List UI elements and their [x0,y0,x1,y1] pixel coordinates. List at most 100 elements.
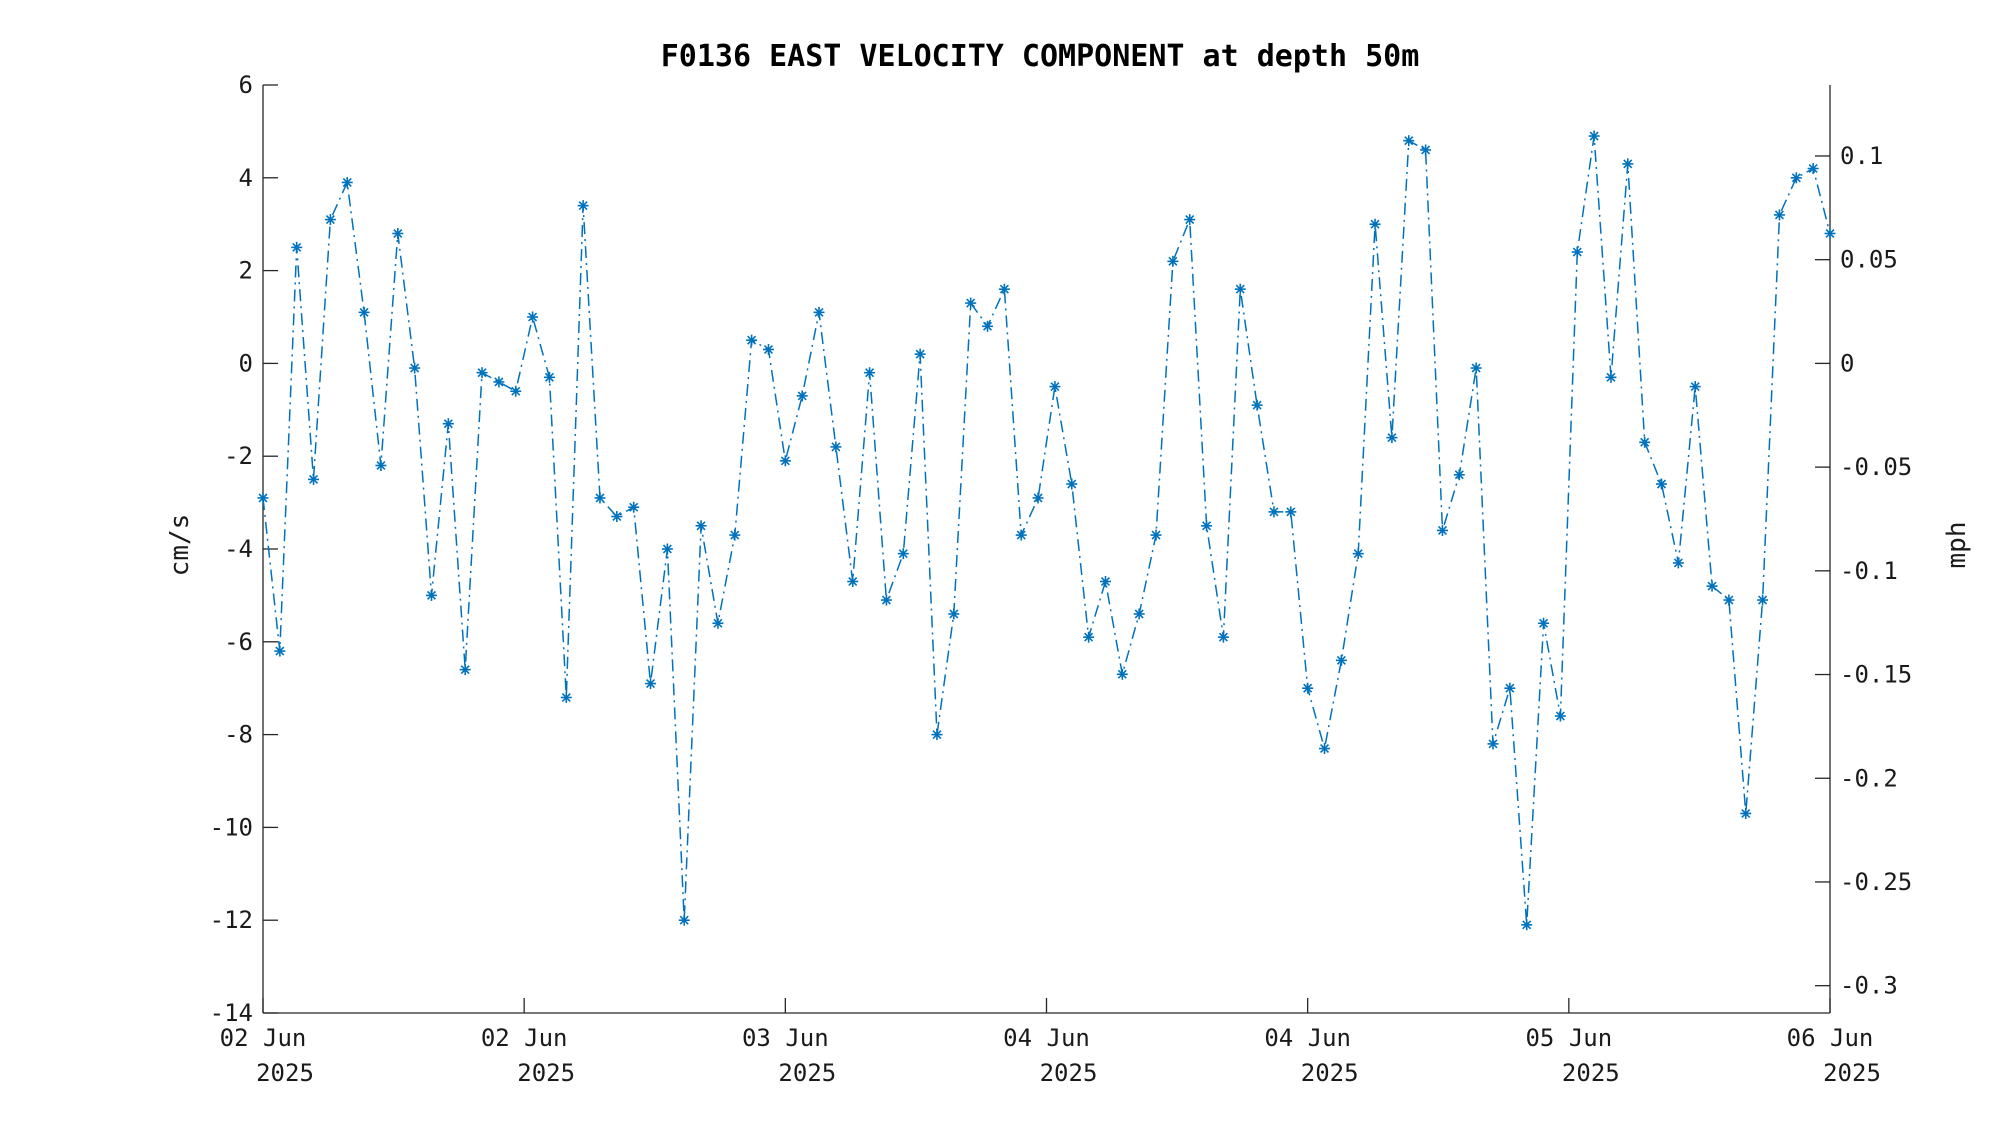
y2-tick-label: -0.2 [1840,764,1898,792]
data-point [998,283,1010,295]
data-point [897,548,909,560]
x-tick-year-label: 2025 [1823,1059,1881,1087]
data-point [1571,246,1583,258]
y2-tick-label: 0.1 [1840,142,1883,170]
y-tick-label: -6 [224,628,253,656]
x-tick-label: 04 Jun [1264,1024,1351,1052]
data-point [1487,738,1499,750]
y-tick-label: -10 [210,813,253,841]
data-point [324,214,336,226]
data-point [375,459,387,471]
x-ticks: 02 Jun 2025 02 Jun 2025 03 Jun 2025 04 Jun 2025… [220,998,1881,1087]
data-point [762,343,774,355]
data-point [1689,381,1701,393]
data-point [1504,682,1516,694]
data-point [1639,436,1651,448]
data-point [1352,548,1364,560]
data-point [527,311,539,323]
data-point [779,455,791,467]
data-point [1605,371,1617,383]
data-point [308,473,320,485]
data-point [628,501,640,513]
y2-tick-label: -0.15 [1840,661,1912,689]
x-tick-year-label: 2025 [1562,1059,1620,1087]
data-point [1184,214,1196,226]
y-tick-label: -14 [210,999,253,1027]
data-point [796,390,808,402]
data-point [1723,594,1735,606]
data-point [914,348,926,360]
y2-tick-label: 0.05 [1840,246,1898,274]
data-point [880,594,892,606]
data-point [1116,668,1128,680]
data-point [1268,506,1280,518]
data-point [476,367,488,379]
data-point [1436,524,1448,536]
y-tick-label: 6 [239,71,253,99]
data-point [678,914,690,926]
data-point [1470,362,1482,374]
y-tick-label: -8 [224,721,253,749]
data-point [1217,631,1229,643]
data-point [847,575,859,587]
chart-title: F0136 EAST VELOCITY COMPONENT at depth 5… [661,39,1420,74]
y-tick-label: 4 [239,164,253,192]
data-point [1538,617,1550,629]
data-point [341,176,353,188]
data-point [1453,469,1465,481]
data-point [611,511,623,523]
data-point [813,306,825,318]
y2-tick-label: 0 [1840,349,1854,377]
data-point [1369,218,1381,230]
data-point [864,367,876,379]
data-point [1420,144,1432,156]
series-line [262,135,1831,925]
data-point [1773,209,1785,221]
data-point [1234,283,1246,295]
y2-tick-label: -0.1 [1840,557,1898,585]
axes [262,85,1831,1014]
data-point [1588,130,1600,142]
data-point [1790,172,1802,184]
y-axis-label: cm/s [165,514,195,577]
data-point [1083,631,1095,643]
data-point [1757,594,1769,606]
data-point [274,645,286,657]
data-point [695,520,707,532]
y-tick-label: -2 [224,442,253,470]
data-point [1656,478,1668,490]
x-tick-year-label: 2025 [778,1059,836,1087]
data-point [729,529,741,541]
data-point [1167,255,1179,267]
data-point [1521,919,1533,931]
data-point [982,320,994,332]
data-point [1251,399,1263,411]
data-point [1319,743,1331,755]
y-tick-label: -12 [210,906,253,934]
x-tick-year-label: 2025 [517,1059,575,1087]
y-tick-label: 2 [239,257,253,285]
x-tick-label: 04 Jun [1003,1024,1090,1052]
data-point [1824,227,1836,239]
data-point [459,664,471,676]
data-point [577,200,589,212]
data-point [1740,807,1752,819]
y-tick-label: 0 [239,349,253,377]
x-tick-label: 06 Jun [1787,1024,1874,1052]
data-point [560,691,572,703]
data-point [661,543,673,555]
data-point [746,334,758,346]
x-tick-label: 02 Jun [481,1024,568,1052]
data-point [645,678,657,690]
data-point [1032,492,1044,504]
data-point [712,617,724,629]
data-point [1386,432,1398,444]
data-point [358,306,370,318]
x-tick-year-label: 2025 [1301,1059,1359,1087]
y2-tick-label: -0.3 [1840,972,1898,1000]
data-point [425,589,437,601]
data-point [830,441,842,453]
x-tick-label: 05 Jun [1525,1024,1612,1052]
y2-tick-label: -0.05 [1840,453,1912,481]
data-point [1049,381,1061,393]
